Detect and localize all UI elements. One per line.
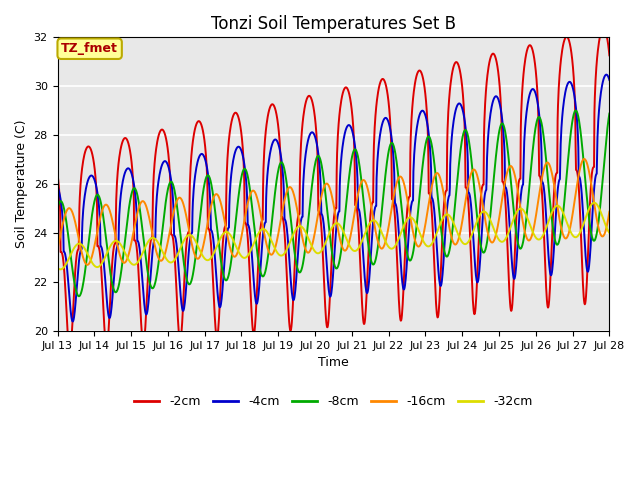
-2cm [600,25,607,31]
-2cm [54,171,61,177]
-2cm [420,77,428,83]
-32cm [605,230,613,236]
-2cm [492,55,499,60]
-16cm [492,234,499,240]
-16cm [580,156,588,162]
-4cm [605,77,613,83]
Legend: -2cm, -4cm, -8cm, -16cm, -32cm: -2cm, -4cm, -8cm, -16cm, -32cm [129,390,538,413]
X-axis label: Time: Time [318,356,349,369]
Line: -2cm: -2cm [58,28,609,350]
-32cm [420,239,428,244]
-4cm [54,183,61,189]
Line: -16cm: -16cm [58,159,609,265]
-8cm [75,293,83,299]
-16cm [177,195,184,201]
-32cm [177,245,184,251]
Title: Tonzi Soil Temperatures Set B: Tonzi Soil Temperatures Set B [211,15,456,33]
-32cm [540,230,548,236]
-2cm [177,336,184,342]
-16cm [54,246,61,252]
-32cm [57,266,65,272]
-16cm [540,165,548,171]
-8cm [420,156,428,162]
-8cm [163,190,171,196]
-4cm [420,108,428,114]
-4cm [540,188,548,193]
-32cm [163,257,171,263]
-2cm [239,140,246,146]
-8cm [177,234,184,240]
-16cm [605,209,613,215]
Text: TZ_fmet: TZ_fmet [61,42,118,55]
-16cm [239,229,246,235]
Y-axis label: Soil Temperature (C): Soil Temperature (C) [15,120,28,248]
-16cm [84,262,92,268]
Line: -32cm: -32cm [58,203,609,269]
-8cm [239,170,246,176]
-2cm [163,142,171,148]
-4cm [239,151,246,157]
-32cm [590,200,598,205]
-4cm [69,319,77,324]
-4cm [177,292,184,298]
-8cm [492,158,499,164]
-8cm [540,138,548,144]
Line: -8cm: -8cm [58,110,609,296]
-4cm [602,72,610,77]
-8cm [54,205,61,211]
-4cm [492,94,499,99]
Line: -4cm: -4cm [58,74,609,322]
-32cm [54,265,61,271]
-2cm [540,237,548,243]
-2cm [66,348,74,353]
-32cm [239,254,246,260]
-2cm [605,52,613,58]
-8cm [572,108,579,113]
-16cm [163,242,171,248]
-16cm [420,232,428,238]
-8cm [605,111,613,117]
-4cm [163,160,171,166]
-32cm [492,230,499,236]
